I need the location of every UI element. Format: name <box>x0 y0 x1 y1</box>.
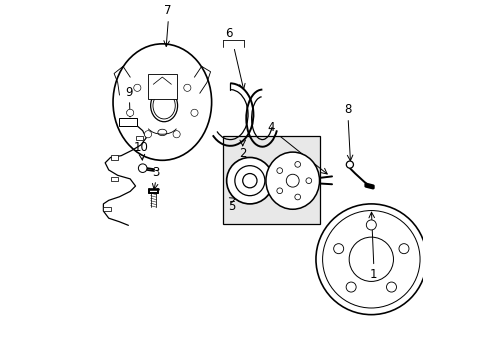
Text: 1: 1 <box>369 268 377 281</box>
Bar <box>148 73 176 99</box>
Bar <box>119 118 137 126</box>
Ellipse shape <box>113 44 211 160</box>
Bar <box>103 207 110 211</box>
Circle shape <box>242 174 257 188</box>
Circle shape <box>234 166 264 196</box>
Circle shape <box>315 204 426 315</box>
Circle shape <box>333 244 343 254</box>
Text: 4: 4 <box>267 121 274 134</box>
Circle shape <box>398 244 408 254</box>
Circle shape <box>276 168 282 174</box>
Circle shape <box>190 109 198 116</box>
Circle shape <box>346 161 353 168</box>
Ellipse shape <box>158 129 166 136</box>
Circle shape <box>183 84 190 91</box>
Circle shape <box>173 131 180 138</box>
Circle shape <box>126 109 134 116</box>
Circle shape <box>322 211 419 308</box>
Ellipse shape <box>265 152 319 209</box>
Text: 6: 6 <box>224 27 232 40</box>
Bar <box>110 155 118 159</box>
Circle shape <box>285 174 299 187</box>
Text: 5: 5 <box>228 200 235 213</box>
Circle shape <box>134 84 141 91</box>
Text: 7: 7 <box>163 4 171 17</box>
Circle shape <box>138 164 147 172</box>
Circle shape <box>144 131 151 138</box>
Bar <box>110 177 118 181</box>
Ellipse shape <box>116 47 208 157</box>
Circle shape <box>294 194 300 200</box>
Ellipse shape <box>150 90 177 122</box>
Circle shape <box>226 157 272 204</box>
Circle shape <box>294 162 300 167</box>
Circle shape <box>386 282 396 292</box>
Text: 10: 10 <box>133 141 148 154</box>
Circle shape <box>276 188 282 194</box>
Circle shape <box>348 237 393 282</box>
Bar <box>223 136 319 224</box>
Text: 8: 8 <box>344 103 351 116</box>
Circle shape <box>366 220 376 230</box>
Text: 2: 2 <box>239 147 246 160</box>
Circle shape <box>305 178 311 184</box>
Bar <box>135 136 142 140</box>
Text: 3: 3 <box>152 166 159 179</box>
Ellipse shape <box>153 93 175 119</box>
Circle shape <box>346 282 355 292</box>
Text: 9: 9 <box>125 86 133 99</box>
